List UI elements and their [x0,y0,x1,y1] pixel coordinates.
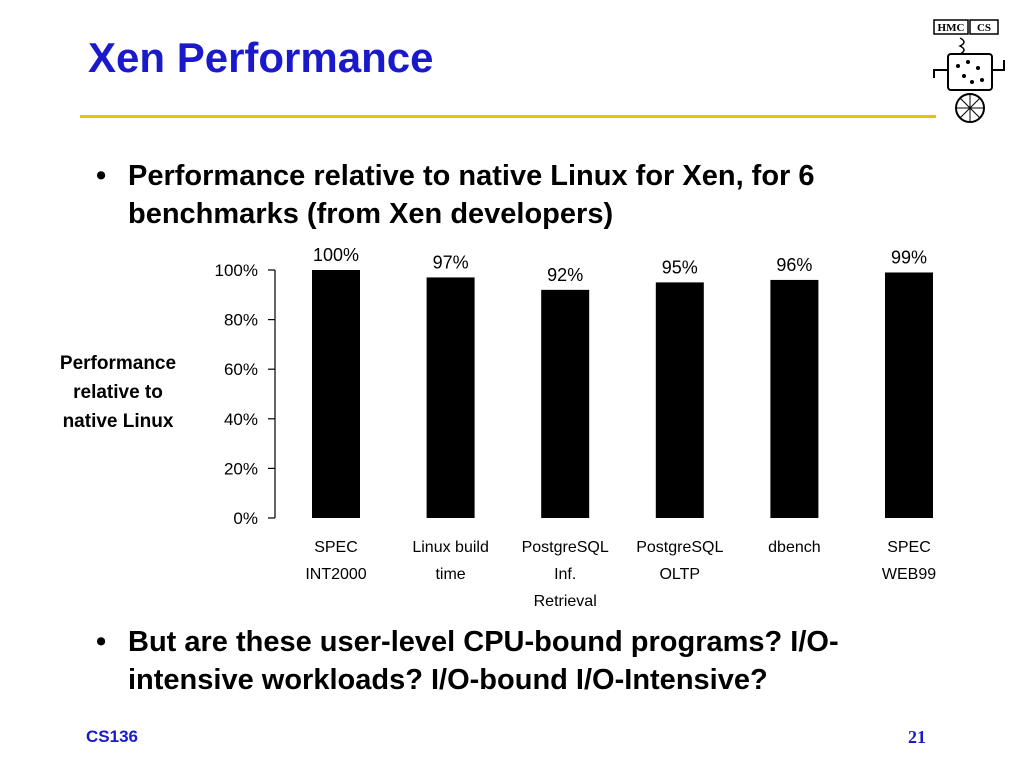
bar [541,289,590,518]
bar [426,277,475,518]
x-tick-label: dbench [768,539,821,556]
svg-text:HMC: HMC [938,22,965,34]
y-tick-label: 40% [224,410,258,429]
bar-value-label: 96% [776,255,812,275]
svg-text:CS: CS [977,22,991,34]
y-ticks: 0% 20% 40% 60% 80% 100% [215,261,275,528]
y-axis-label-line: native Linux [63,411,174,432]
x-tick-label: Linux build [412,539,489,556]
y-tick-label: 20% [224,459,258,478]
bar-value-label: 92% [547,265,583,285]
y-axis-label-line: relative to [73,382,163,403]
bar-value-label: 97% [433,252,469,272]
x-tick-label: Inf. [554,566,576,583]
y-tick-label: 100% [215,261,258,280]
bullet-2-marker: • [96,626,107,658]
y-tick-label: 0% [233,509,258,528]
bar-chart: Performance relative to native Linux 0% 20%… [60,245,936,610]
bullet-1-marker: • [96,160,107,192]
page-number: 21 [908,727,926,747]
title-rule [80,115,936,118]
footer-course: CS136 [86,727,138,746]
bars: 100% 97% 92% 95% 96% 99% [312,245,933,518]
bar-value-label: 95% [662,257,698,277]
x-tick-label: PostgreSQL [636,539,723,556]
y-axis-label: Performance relative to native Linux [60,353,176,432]
bar [655,282,704,518]
bullet-2: • But are these user-level CPU-bound pro… [96,623,956,699]
x-tick-label: WEB99 [882,566,936,583]
bar [312,270,360,518]
x-tick-label: PostgreSQL [522,539,609,556]
x-tick-label: INT2000 [305,566,366,583]
x-tick-label: Retrieval [534,593,597,610]
bullet-1: • Performance relative to native Linux f… [96,157,956,233]
y-axis-label-line: Performance [60,353,176,374]
x-tick-labels: SPEC INT2000 Linux build time PostgreSQL Inf.… [305,539,936,610]
hmc-cs-logo: HMC CS [933,19,1005,123]
bar-value-label: 99% [891,247,927,267]
x-tick-label: time [435,566,465,583]
slide-title: Xen Performance [88,34,434,81]
bar [885,272,933,518]
bar [770,279,819,518]
x-tick-label: OLTP [659,566,700,583]
bullet-2-text: But are these user-level CPU-bound progr… [128,626,839,696]
y-tick-label: 60% [224,360,258,379]
x-tick-label: SPEC [314,539,358,556]
bar-value-label: 100% [313,245,359,265]
y-tick-label: 80% [224,311,258,330]
bullet-1-text: Performance relative to native Linux for… [128,160,815,230]
x-tick-label: SPEC [887,539,931,556]
